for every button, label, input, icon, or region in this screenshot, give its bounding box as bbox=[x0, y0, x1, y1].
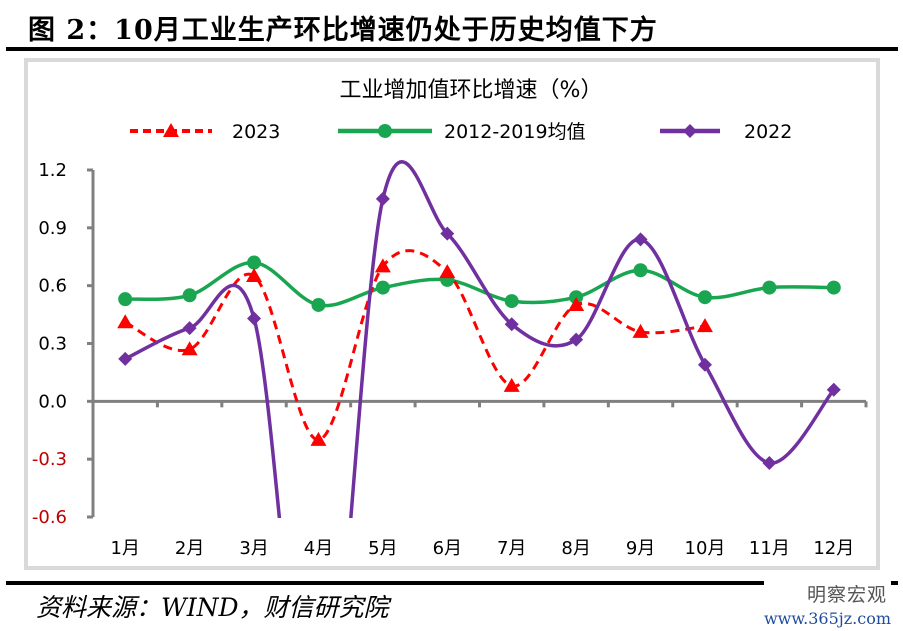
data-point bbox=[440, 226, 455, 241]
watermark: 明察宏观 www.365jz.com bbox=[763, 580, 891, 628]
figure-title: 图 2：10月工业生产环比增速仍处于历史均值下方 bbox=[28, 15, 658, 46]
y-tick-label: -0.3 bbox=[32, 449, 67, 470]
y-tick-label: 0.0 bbox=[38, 391, 67, 412]
data-point bbox=[697, 290, 712, 305]
series-2022 bbox=[118, 160, 841, 518]
data-point bbox=[439, 264, 456, 279]
data-point bbox=[632, 323, 649, 338]
data-point bbox=[181, 341, 198, 356]
legend-label: 2022 bbox=[744, 121, 792, 143]
y-tick-label: 1.2 bbox=[38, 160, 67, 181]
x-tick-label: 1月 bbox=[110, 538, 139, 559]
data-point bbox=[697, 357, 712, 372]
data-point bbox=[826, 280, 841, 295]
legend-item: 2022 bbox=[660, 121, 792, 143]
data-point bbox=[182, 288, 197, 303]
data-point bbox=[504, 294, 519, 309]
data-point bbox=[375, 191, 390, 206]
x-tick-label: 12月 bbox=[813, 538, 854, 559]
y-tick-label: 0.6 bbox=[38, 276, 67, 297]
x-tick-labels: 1月 2月 3月 4月 5月 6月 7月 8月 9月 10月 11月 12月 bbox=[110, 538, 854, 559]
data-point bbox=[504, 317, 519, 332]
series-line bbox=[124, 249, 706, 442]
x-tick-label: 7月 bbox=[497, 538, 526, 559]
x-tick-label: 9月 bbox=[626, 538, 655, 559]
data-point bbox=[246, 268, 263, 283]
data-point bbox=[633, 263, 648, 278]
data-point bbox=[374, 258, 391, 273]
data-point bbox=[696, 318, 713, 333]
axes: 1.2 0.9 0.6 0.3 0.0 -0.3 -0.6 bbox=[32, 160, 868, 528]
x-tick-label: 11月 bbox=[749, 538, 790, 559]
watermark-url: www.365jz.com bbox=[763, 609, 891, 628]
legend: 2023 2012-2019均值 2022 bbox=[130, 121, 792, 143]
y-tick-label: 0.3 bbox=[38, 334, 67, 355]
legend-item: 2012-2019均值 bbox=[338, 121, 586, 143]
legend-marker bbox=[683, 124, 697, 138]
x-tick-label: 8月 bbox=[561, 538, 590, 559]
data-point bbox=[826, 382, 841, 397]
data-point bbox=[568, 296, 585, 311]
x-tick-label: 6月 bbox=[433, 538, 462, 559]
data-point bbox=[375, 280, 390, 295]
legend-marker bbox=[163, 123, 179, 137]
data-point bbox=[503, 377, 520, 392]
watermark-name: 明察宏观 bbox=[763, 580, 891, 607]
chart-frame bbox=[24, 58, 880, 570]
y-tick-label: 0.9 bbox=[38, 218, 67, 239]
legend-label: 2012-2019均值 bbox=[444, 121, 586, 143]
y-tick-label: -0.6 bbox=[32, 507, 67, 528]
source-note: 资料来源：WIND，财信研究院 bbox=[36, 593, 389, 622]
data-point bbox=[569, 332, 584, 347]
legend-item: 2023 bbox=[130, 121, 280, 143]
data-point bbox=[633, 232, 648, 247]
data-point bbox=[118, 292, 133, 307]
data-point bbox=[762, 456, 777, 471]
legend-marker bbox=[378, 124, 392, 138]
x-tick-label: 10月 bbox=[685, 538, 726, 559]
source-rule bbox=[6, 581, 898, 585]
data-point bbox=[247, 311, 262, 326]
data-point bbox=[762, 280, 777, 295]
data-point bbox=[118, 351, 133, 366]
data-point bbox=[310, 431, 327, 446]
series-group bbox=[117, 160, 841, 518]
x-tick-label: 5月 bbox=[368, 538, 397, 559]
data-point bbox=[182, 321, 197, 336]
data-point bbox=[117, 314, 134, 329]
x-tick-label: 2月 bbox=[175, 538, 204, 559]
data-point bbox=[311, 297, 326, 312]
title-rule bbox=[6, 47, 898, 51]
x-tick-label: 4月 bbox=[304, 538, 333, 559]
data-point bbox=[247, 255, 262, 270]
chart-title: 工业增加值环比增速（%） bbox=[340, 78, 603, 103]
legend-label: 2023 bbox=[232, 121, 280, 143]
series-2012-2019 bbox=[118, 255, 841, 312]
x-tick-label: 3月 bbox=[239, 538, 268, 559]
series-line bbox=[124, 160, 836, 518]
